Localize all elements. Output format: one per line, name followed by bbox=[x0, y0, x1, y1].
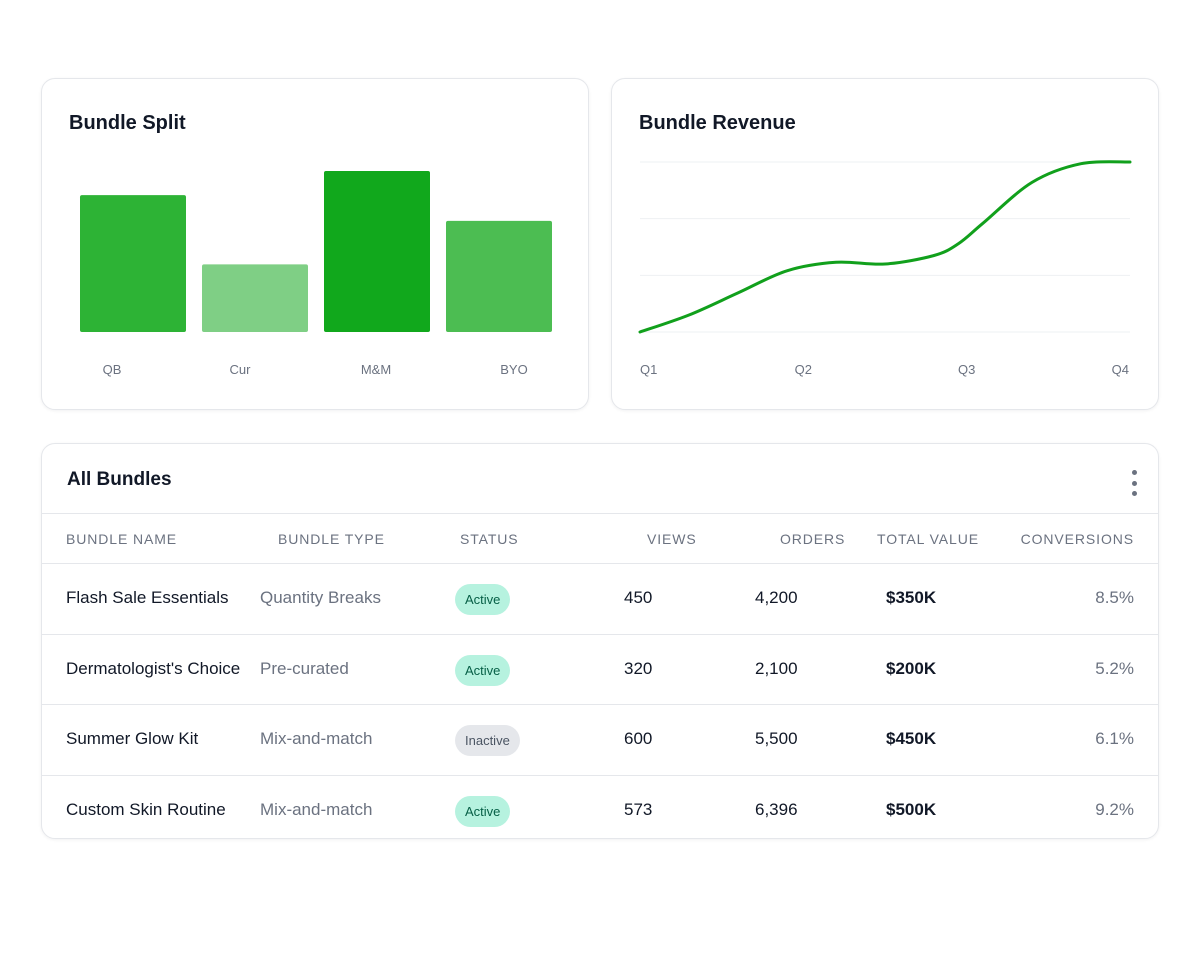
column-header-views[interactable]: Views bbox=[647, 531, 697, 547]
views-value: 320 bbox=[624, 658, 653, 678]
status-badge: Active bbox=[455, 795, 511, 827]
bundle-revenue-title: Bundle Revenue bbox=[639, 112, 796, 134]
views-value: 450 bbox=[624, 588, 653, 607]
bundle-revenue-card: Bundle Revenue Q1 Q2 Q3 Q4 bbox=[611, 78, 1159, 410]
bundle-split-title: Bundle Split bbox=[69, 112, 186, 134]
column-header-status[interactable]: Status bbox=[460, 531, 519, 547]
table-header: Bundle Name Bundle Type Status Views Ord… bbox=[42, 513, 1158, 564]
bar-qb bbox=[80, 195, 186, 332]
x-tick-label: Cur bbox=[230, 362, 252, 377]
conversions-value: 6.1% bbox=[1095, 729, 1134, 748]
table-row[interactable]: Dermatologist's Choice Pre-curated Activ… bbox=[42, 635, 1158, 705]
views-value: 573 bbox=[624, 799, 653, 819]
total-value: $450K bbox=[886, 729, 937, 748]
column-header-bundle-type[interactable]: Bundle Type bbox=[278, 531, 385, 547]
total-value: $200K bbox=[886, 658, 937, 678]
x-tick-label: BYO bbox=[500, 362, 527, 377]
all-bundles-card: All Bundles Bundle Name Bundle Type Stat… bbox=[41, 443, 1159, 839]
total-value: $500K bbox=[886, 799, 937, 819]
status-badge: Active bbox=[455, 584, 511, 615]
all-bundles-title: All Bundles bbox=[67, 469, 172, 490]
bundle-name[interactable]: Dermatologist's Choice bbox=[66, 658, 241, 678]
bundle-type: Mix-and-match bbox=[260, 729, 373, 748]
views-value: 600 bbox=[624, 729, 653, 748]
table-row[interactable]: Flash Sale Essentials Quantity Breaks Ac… bbox=[42, 564, 1158, 635]
x-tick-label: Q4 bbox=[1112, 362, 1129, 377]
x-tick-label: Q1 bbox=[640, 362, 657, 377]
orders-value: 4,200 bbox=[755, 588, 798, 607]
bar-cur bbox=[202, 264, 308, 332]
column-header-conversions[interactable]: Conversions bbox=[1020, 531, 1134, 547]
bar-m-m bbox=[324, 171, 430, 332]
orders-value: 2,100 bbox=[755, 658, 798, 678]
table-row[interactable]: Custom Skin Routine Mix-and-match Active… bbox=[42, 776, 1158, 839]
bundle-type: Mix-and-match bbox=[260, 799, 373, 819]
conversions-value: 8.5% bbox=[1095, 588, 1134, 607]
x-tick-label: M&M bbox=[361, 362, 391, 377]
revenue-line bbox=[638, 160, 1132, 334]
kebab-icon[interactable] bbox=[1128, 470, 1140, 496]
bar-byo bbox=[446, 220, 552, 332]
orders-value: 6,396 bbox=[755, 799, 798, 819]
bundle-revenue-chart: Q1 Q2 Q3 Q4 bbox=[638, 160, 1132, 377]
bundle-split-card: Bundle Split QB Cur M&M BYO bbox=[41, 78, 589, 410]
bundle-name[interactable]: Custom Skin Routine bbox=[66, 799, 226, 819]
table-body: Flash Sale Essentials Quantity Breaks Ac… bbox=[42, 564, 1158, 839]
status-badge: Active bbox=[455, 654, 511, 686]
bundle-type: Pre-curated bbox=[260, 658, 349, 678]
conversions-value: 5.2% bbox=[1095, 658, 1134, 678]
status-badge: Inactive bbox=[455, 725, 520, 756]
column-header-orders[interactable]: Orders bbox=[780, 531, 846, 547]
x-tick-label: QB bbox=[103, 362, 122, 377]
bundle-name[interactable]: Summer Glow Kit bbox=[66, 729, 199, 748]
conversions-value: 9.2% bbox=[1095, 799, 1134, 819]
total-value: $350K bbox=[886, 588, 937, 607]
bundle-split-chart: QB Cur M&M BYO bbox=[80, 171, 552, 377]
orders-value: 5,500 bbox=[755, 729, 798, 748]
table-row[interactable]: Summer Glow Kit Mix-and-match Inactive 6… bbox=[42, 705, 1158, 776]
bundle-type: Quantity Breaks bbox=[260, 588, 381, 607]
bundle-name[interactable]: Flash Sale Essentials bbox=[66, 588, 229, 607]
column-header-total-value[interactable]: Total Value bbox=[877, 531, 979, 547]
column-header-bundle-name[interactable]: Bundle Name bbox=[66, 531, 178, 547]
x-tick-label: Q3 bbox=[958, 362, 975, 377]
x-tick-label: Q2 bbox=[795, 362, 812, 377]
